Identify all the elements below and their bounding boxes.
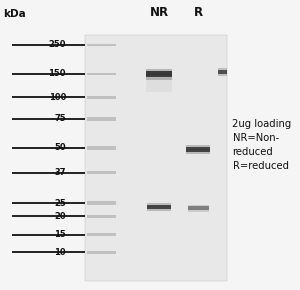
Bar (147, 205, 171, 209)
Bar (146, 76, 172, 92)
Bar (87, 96, 116, 99)
Bar (87, 215, 116, 218)
Bar (87, 233, 116, 236)
Text: R: R (194, 6, 202, 19)
Bar (87, 44, 116, 46)
Bar (87, 171, 116, 174)
Text: NR: NR (149, 6, 169, 19)
Bar (147, 203, 171, 207)
Bar (188, 206, 208, 210)
Bar (188, 208, 208, 211)
Text: 100: 100 (49, 93, 66, 102)
Bar (218, 70, 226, 74)
Bar (146, 71, 172, 77)
Text: 25: 25 (54, 198, 66, 208)
Bar (147, 206, 171, 211)
Bar (186, 147, 210, 152)
Text: 50: 50 (54, 143, 66, 153)
Text: 10: 10 (54, 248, 66, 257)
Bar (186, 145, 210, 150)
Bar (87, 72, 116, 75)
Text: 2ug loading
NR=Non-
reduced
R=reduced: 2ug loading NR=Non- reduced R=reduced (232, 119, 292, 171)
Bar (146, 74, 172, 79)
Text: 37: 37 (55, 168, 66, 177)
Text: 15: 15 (54, 230, 66, 240)
Text: 250: 250 (49, 40, 66, 50)
Bar (87, 146, 116, 150)
Bar (146, 69, 172, 75)
Bar (87, 251, 116, 254)
Text: kDa: kDa (3, 9, 26, 19)
Bar (188, 205, 208, 209)
Text: 20: 20 (54, 211, 66, 221)
Text: 150: 150 (49, 69, 66, 79)
Bar (218, 68, 226, 72)
Bar (218, 72, 226, 76)
Bar (186, 149, 210, 154)
Text: 75: 75 (54, 114, 66, 124)
Bar (85, 35, 226, 281)
Bar (87, 117, 116, 121)
Bar (87, 201, 116, 205)
